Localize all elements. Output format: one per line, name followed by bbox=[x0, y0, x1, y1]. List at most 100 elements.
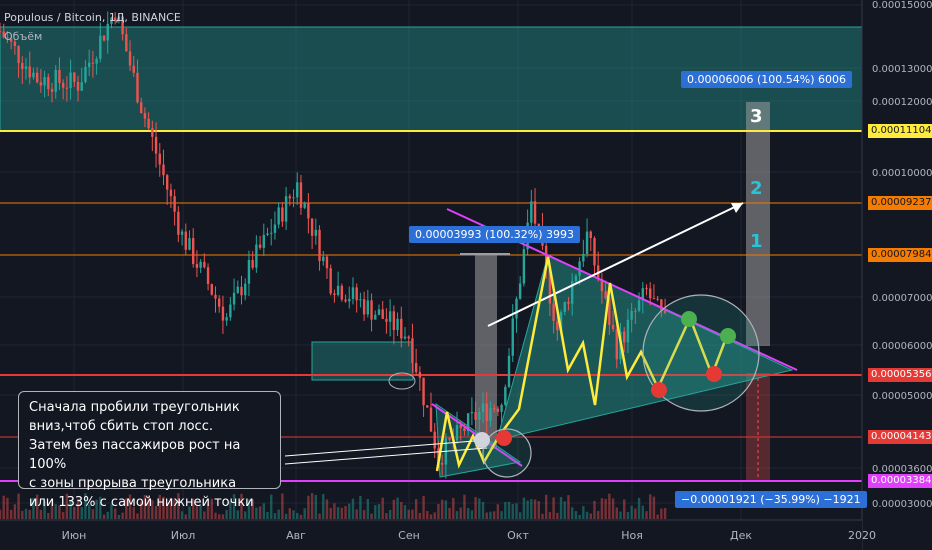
volume-bar bbox=[433, 512, 436, 519]
symbol-title[interactable]: Populous / Bitcoin, 1Д, BINANCE bbox=[4, 11, 181, 24]
volume-bar bbox=[589, 513, 592, 519]
volume-legend[interactable]: Объём bbox=[4, 30, 43, 43]
candle bbox=[455, 425, 459, 441]
candle bbox=[110, 17, 113, 24]
volume-bar bbox=[385, 513, 388, 519]
candle bbox=[232, 292, 236, 305]
candle bbox=[17, 45, 20, 63]
candle bbox=[277, 207, 280, 225]
volume-bar bbox=[69, 500, 72, 519]
volume-bar bbox=[325, 499, 329, 519]
candle bbox=[626, 319, 630, 343]
candle bbox=[485, 403, 488, 421]
volume-bar bbox=[500, 511, 503, 519]
candle bbox=[381, 309, 384, 319]
volume-bar bbox=[273, 513, 277, 519]
volume-bar bbox=[262, 503, 266, 519]
volume-bar bbox=[50, 500, 54, 519]
candle bbox=[463, 428, 466, 431]
volume-bar bbox=[251, 499, 254, 519]
volume-bar bbox=[318, 513, 321, 519]
candle bbox=[574, 275, 578, 282]
candle bbox=[251, 259, 254, 268]
volume-bar bbox=[641, 505, 644, 519]
candle bbox=[392, 311, 396, 331]
candle bbox=[28, 66, 31, 78]
candle bbox=[184, 231, 187, 250]
volume-bar bbox=[214, 512, 217, 519]
volume-bar bbox=[158, 494, 161, 519]
candle bbox=[214, 294, 217, 299]
volume-bar bbox=[162, 496, 165, 519]
candle bbox=[400, 318, 403, 339]
volume-bar bbox=[65, 493, 69, 519]
measure-label-2: 0.00006006 (100.54%) 6006 bbox=[681, 71, 852, 88]
candle bbox=[65, 87, 69, 89]
volume-bar bbox=[652, 496, 656, 519]
candle bbox=[9, 38, 13, 42]
candle bbox=[340, 285, 344, 300]
candle bbox=[113, 17, 117, 21]
candle bbox=[459, 425, 462, 429]
volume-bar bbox=[448, 507, 451, 519]
candle bbox=[102, 35, 106, 41]
volume-bar bbox=[429, 514, 433, 519]
volume-bar bbox=[151, 500, 154, 519]
volume-bar bbox=[504, 502, 507, 519]
price-tick: 0.00007000 bbox=[872, 293, 932, 304]
candle bbox=[24, 66, 28, 70]
volume-bar bbox=[58, 505, 61, 519]
volume-bar bbox=[582, 506, 585, 519]
volume-bar bbox=[113, 508, 117, 519]
candle bbox=[6, 37, 9, 39]
volume-bar bbox=[9, 509, 13, 519]
volume-bar bbox=[474, 497, 477, 519]
candle bbox=[426, 405, 429, 408]
candle bbox=[240, 286, 243, 296]
volume-bar bbox=[35, 494, 39, 519]
candle bbox=[448, 437, 451, 440]
candle bbox=[303, 203, 306, 208]
candle bbox=[589, 231, 592, 239]
price-axis[interactable] bbox=[862, 0, 932, 550]
price-ticks: 0.00015000 0.00013000 0.00012000 0.00010… bbox=[872, 0, 932, 510]
volume-bar bbox=[99, 496, 102, 519]
volume-bar bbox=[180, 511, 184, 519]
candle bbox=[593, 238, 596, 266]
candle bbox=[466, 413, 470, 431]
volume-bar bbox=[169, 497, 173, 519]
volume-bar bbox=[307, 495, 310, 519]
candle bbox=[99, 35, 102, 59]
candle bbox=[273, 224, 277, 233]
volume-bar bbox=[559, 497, 563, 519]
volume-bar bbox=[608, 493, 611, 519]
candle bbox=[515, 298, 518, 319]
candle bbox=[195, 263, 199, 268]
candle bbox=[13, 41, 17, 46]
volume-bar bbox=[374, 505, 377, 519]
candle bbox=[407, 336, 410, 339]
candle bbox=[180, 231, 184, 235]
volume-bar bbox=[296, 512, 299, 519]
candle bbox=[362, 299, 366, 315]
candle bbox=[470, 412, 474, 414]
volume-bar bbox=[110, 504, 113, 519]
volume-bar bbox=[177, 493, 180, 519]
candle bbox=[660, 299, 663, 311]
candle bbox=[496, 408, 500, 412]
time-axis[interactable] bbox=[0, 520, 862, 550]
volume-bar bbox=[400, 502, 403, 519]
candle bbox=[414, 362, 418, 373]
volume-bar bbox=[218, 514, 221, 519]
candle bbox=[645, 288, 648, 290]
candle bbox=[559, 312, 563, 331]
candle bbox=[544, 245, 548, 269]
drawings bbox=[284, 202, 798, 478]
measure-label-3: −0.00001921 (−35.99%) −1921 bbox=[675, 491, 867, 508]
volume-bar bbox=[418, 512, 422, 519]
candle bbox=[95, 58, 98, 64]
volume-bar bbox=[333, 503, 336, 519]
time-tick: Ноя bbox=[621, 529, 643, 542]
volume-bar bbox=[466, 508, 470, 519]
